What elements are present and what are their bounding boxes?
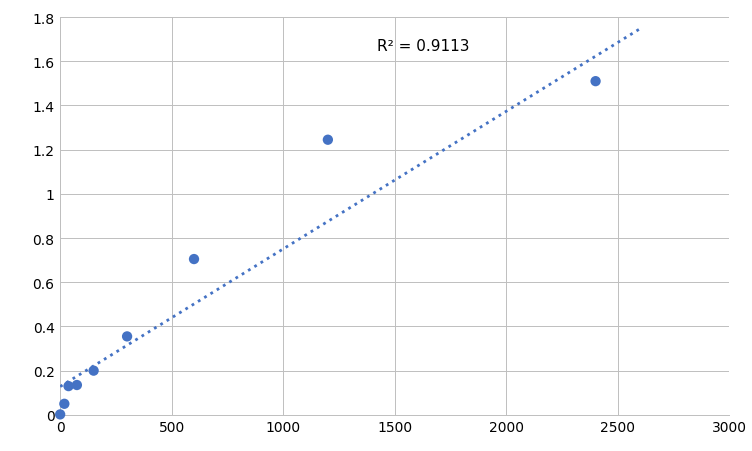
Point	[71, 382, 83, 389]
Point	[590, 78, 602, 86]
Point	[188, 256, 200, 263]
Point	[87, 367, 99, 374]
Point	[322, 137, 334, 144]
Text: R² = 0.9113: R² = 0.9113	[377, 39, 469, 54]
Point	[62, 382, 74, 390]
Point	[121, 333, 133, 340]
Point	[59, 400, 71, 408]
Point	[54, 411, 66, 418]
